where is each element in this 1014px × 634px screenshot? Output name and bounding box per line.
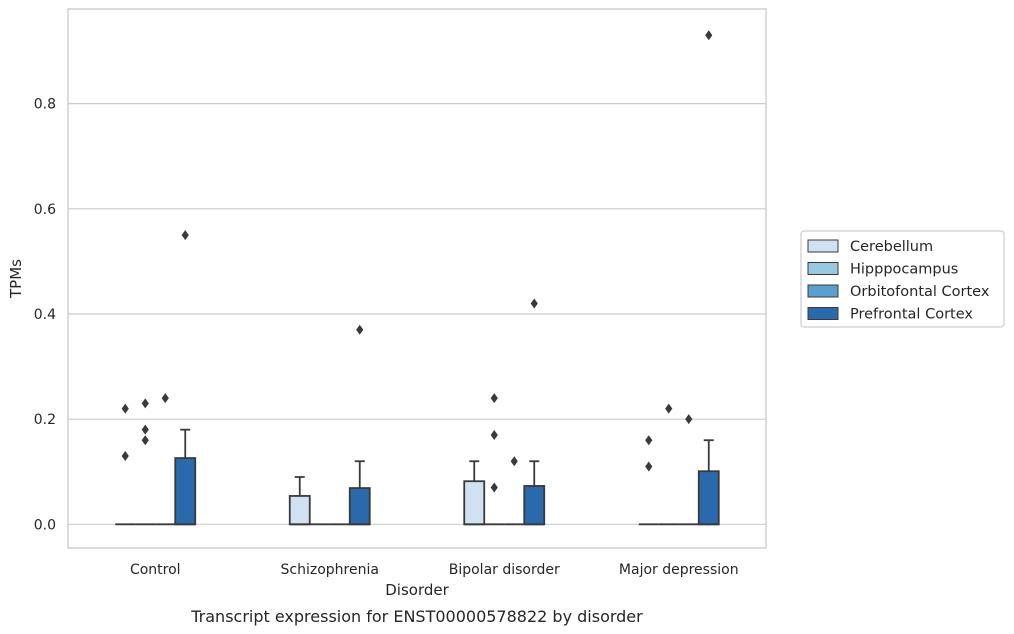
outlier-point [645, 435, 653, 446]
outlier-point [685, 414, 693, 425]
x-axis-title: Disorder [385, 581, 449, 599]
y-tick-label: 0.4 [34, 307, 56, 323]
legend-swatch [807, 239, 839, 253]
legend-swatch [807, 262, 839, 275]
outlier-point [161, 393, 169, 404]
legend: Cerebellum Hipppocampus Orbitofontal Corte… [800, 230, 1005, 328]
y-tick-label: 0.2 [34, 412, 56, 428]
outlier-point [121, 450, 129, 461]
outlier-point [510, 456, 518, 467]
y-axis-title: TPMs [7, 259, 25, 299]
y-tick-label: 0.0 [34, 517, 56, 533]
x-tick-label: Schizophrenia [281, 562, 379, 578]
x-tick-labels: Control Schizophrenia Bipolar disorder Majo… [130, 562, 739, 578]
box [348, 487, 371, 526]
box [523, 485, 546, 526]
outlier-point [490, 429, 498, 440]
legend-label: Prefrontal Cortex [850, 307, 973, 323]
outlier-point [141, 398, 149, 409]
outlier-point [665, 403, 673, 414]
outlier-point [356, 324, 364, 335]
legend-swatch [807, 307, 839, 320]
outlier-point [181, 230, 189, 241]
legend-label: Cerebellum [850, 239, 933, 255]
outlier-point [490, 482, 498, 493]
x-tick-label: Bipolar disorder [449, 562, 560, 578]
x-tick-label: Major depression [619, 562, 739, 578]
marks-layer [115, 30, 720, 526]
outlier-point [705, 30, 713, 41]
legend-swatch [807, 284, 839, 298]
y-tick-labels: 0.0 0.2 0.4 0.6 0.8 [34, 97, 56, 534]
box [463, 480, 486, 526]
legend-label: Orbitofontal Cortex [850, 284, 990, 300]
grid-layer [67, 8, 767, 549]
legend-label: Hipppocampus [850, 262, 958, 278]
x-tick-label: Control [130, 562, 181, 578]
plot-frame [67, 8, 767, 549]
box [697, 470, 720, 526]
legend-frame [800, 230, 1005, 328]
outlier-point [141, 435, 149, 446]
box [288, 495, 311, 526]
outlier-point [530, 298, 538, 309]
outlier-point [121, 403, 129, 414]
outlier-point [490, 393, 498, 404]
outlier-point [141, 424, 149, 435]
chart-caption: Transcript expression for ENST0000057882… [190, 607, 643, 626]
y-tick-label: 0.6 [34, 202, 56, 218]
outlier-point [645, 461, 653, 472]
y-tick-label: 0.8 [34, 97, 56, 113]
box [174, 457, 197, 526]
